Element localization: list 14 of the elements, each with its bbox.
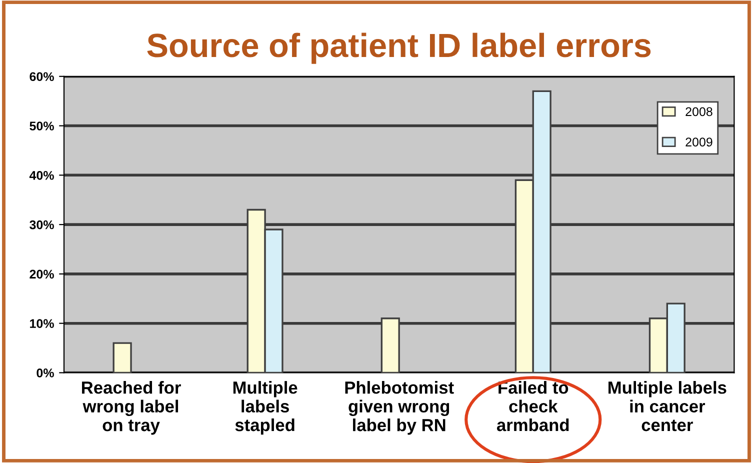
y-tick-label: 60% [30,72,54,82]
chart-title: Source of patient ID label errors [147,32,651,64]
y-tick-label: 0% [36,368,54,378]
x-tick-label: Multiple labels in cancer center [608,381,726,432]
x-tick-label: Multiple labels stapled [233,381,298,435]
y-tick-label: 10% [30,319,54,328]
x-tick-label: Reached for wrong label on tray [82,381,181,435]
legend-label: 2008 [686,107,712,116]
y-tick-label: 20% [30,270,54,279]
x-tick-label: Phlebotomist given wrong label by RN [345,381,454,435]
y-tick-label: 40% [29,170,54,180]
y-tick-label: 50% [30,122,54,130]
legend-label: 2009 [686,138,712,146]
y-tick-label: 30% [30,220,54,230]
